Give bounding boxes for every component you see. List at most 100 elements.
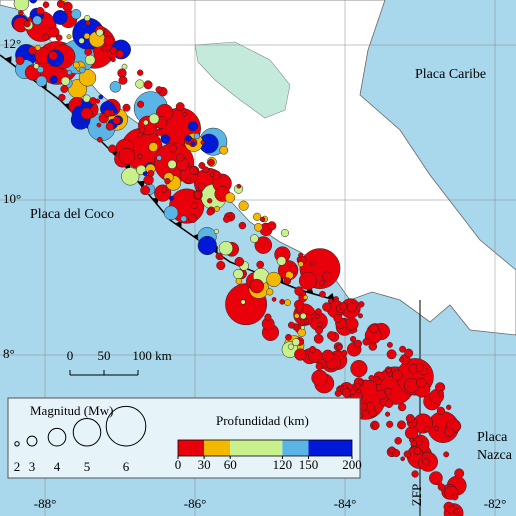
earthquake [276, 256, 287, 266]
earthquake [238, 221, 247, 230]
earthquake [61, 0, 67, 2]
earthquake [385, 411, 391, 417]
earthquake [200, 140, 206, 145]
earthquake [292, 338, 300, 347]
earthquake [339, 302, 348, 311]
earthquake [358, 301, 365, 308]
earthquake [213, 228, 220, 234]
earthquake [422, 458, 430, 466]
depth-segment [282, 440, 309, 456]
longitude-label: -86° [184, 496, 207, 511]
earthquakes [11, 0, 467, 516]
earthquake [66, 34, 72, 40]
earthquake [80, 107, 93, 120]
earthquake [193, 191, 202, 199]
earthquake [78, 37, 85, 44]
earthquake [294, 348, 307, 361]
earthquake [175, 102, 185, 112]
earthquake [121, 63, 128, 70]
latitude-label: 10° [3, 191, 21, 206]
earthquake [240, 299, 246, 305]
depth-bar-frame [177, 439, 353, 457]
earthquake [49, 75, 58, 84]
depth-tick-label: 200 [342, 457, 362, 472]
earthquake [287, 321, 295, 329]
earthquake [236, 183, 242, 189]
scale-label: 0 [67, 348, 74, 363]
earthquake [357, 379, 364, 385]
earthquake [315, 308, 322, 315]
earthquake [423, 426, 430, 433]
earthquake [122, 103, 131, 112]
earthquake [280, 228, 289, 238]
earthquake [354, 339, 363, 348]
longitude-label: -84° [334, 496, 357, 511]
earthquake [256, 260, 265, 269]
scale-bar [69, 370, 139, 376]
longitude-label: -82° [484, 496, 507, 511]
earthquake [52, 9, 68, 25]
earthquake [368, 409, 377, 417]
earthquake [450, 421, 462, 432]
earthquake [29, 0, 38, 4]
earthquake [254, 236, 273, 254]
earthquake [319, 280, 325, 286]
earthquake [209, 172, 215, 177]
earthquake [182, 111, 187, 117]
earthquake [60, 76, 70, 86]
depth-segment [230, 440, 283, 456]
depth-tick-label: 120 [273, 457, 293, 472]
earthquake [314, 313, 320, 320]
earthquake [37, 66, 44, 74]
earthquake [56, 0, 65, 8]
earthquake [322, 302, 332, 312]
earthquake [313, 333, 324, 344]
magnitude-symbol [105, 405, 147, 447]
earthquake [271, 297, 277, 302]
latitude-label: 12° [3, 36, 21, 51]
earthquake [436, 480, 443, 487]
earthquake [218, 241, 234, 256]
earthquake [184, 177, 192, 184]
earthquake [84, 14, 91, 22]
legend-title: Magnitud (Mw) [30, 403, 113, 418]
earthquake [321, 349, 335, 363]
trench-tooth [4, 56, 12, 64]
earthquake [233, 268, 244, 280]
earthquake [84, 48, 93, 56]
earthquake [327, 331, 336, 340]
earthquake [70, 9, 82, 20]
magnitude-label: 3 [29, 459, 36, 474]
earthquake [341, 388, 352, 398]
earthquake [394, 437, 402, 445]
earthquake [167, 159, 177, 169]
plate-label: Placa [477, 430, 508, 445]
earthquake [121, 167, 140, 186]
earthquake [259, 216, 266, 223]
earthquake [253, 212, 262, 221]
earthquake [55, 34, 63, 42]
earthquake [400, 456, 406, 462]
earthquake [443, 451, 450, 458]
earthquake [95, 98, 101, 104]
earthquake [23, 20, 31, 28]
earthquake [36, 6, 45, 15]
earthquake [303, 318, 309, 324]
earthquake [384, 399, 394, 408]
earthquake [193, 132, 201, 140]
earthquake [218, 254, 224, 261]
earthquake [82, 94, 91, 103]
earthquake [112, 116, 121, 125]
earthquake [327, 298, 334, 304]
earthquake [386, 368, 392, 374]
earthquake [369, 323, 379, 334]
earthquake [164, 177, 171, 185]
earthquake [191, 202, 198, 209]
earthquake [249, 278, 265, 294]
depth-segment [178, 440, 205, 456]
earthquake [397, 420, 406, 430]
earthquake [143, 119, 149, 126]
earthquake [349, 335, 357, 343]
earthquake [202, 166, 210, 174]
earthquake [254, 223, 263, 232]
